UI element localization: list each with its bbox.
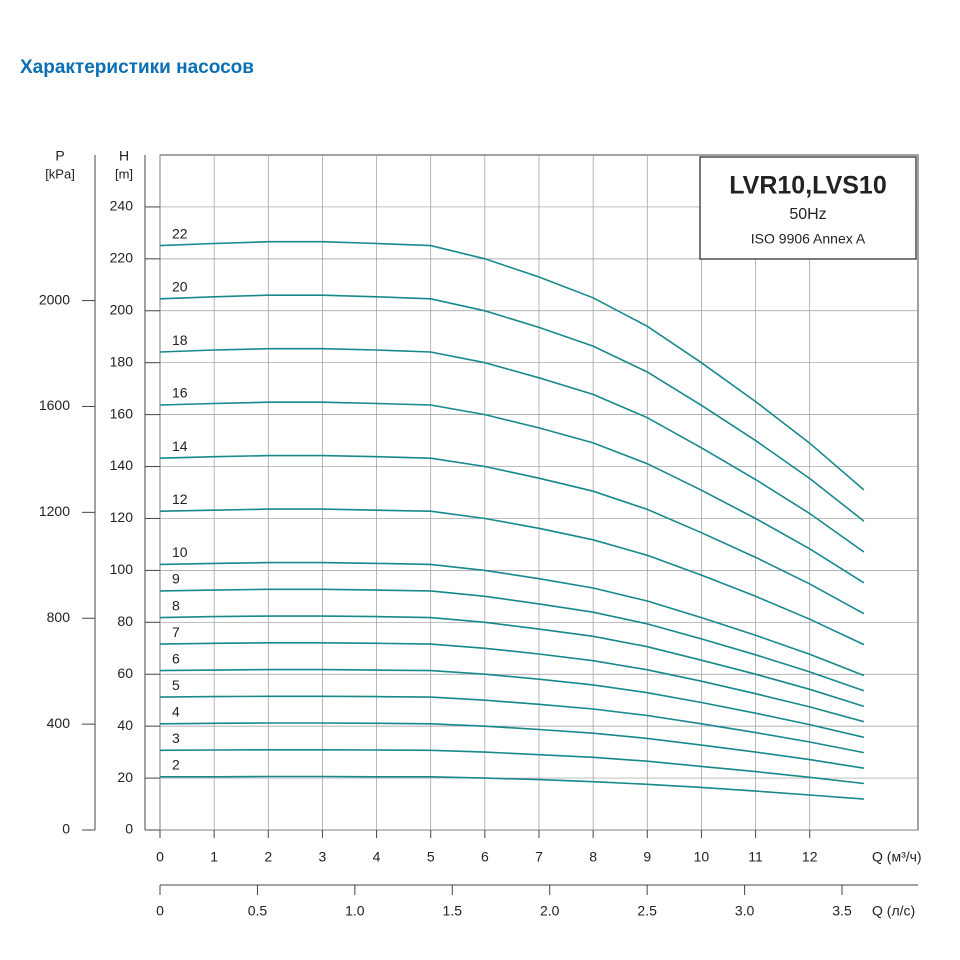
pump-curve xyxy=(159,561,865,677)
curve-label: 18 xyxy=(172,332,188,348)
curve-label: 5 xyxy=(172,677,180,693)
y-tick-label: 60 xyxy=(117,665,133,681)
pump-curve xyxy=(159,668,865,739)
y2-tick-label: 0 xyxy=(62,821,70,837)
y-tick-label: 220 xyxy=(110,250,134,266)
model-name: LVR10,LVS10 xyxy=(729,172,886,200)
pump-curve xyxy=(159,240,865,491)
x-tick-label: 1 xyxy=(210,849,218,865)
curve-label: 6 xyxy=(172,650,180,666)
pump-curve xyxy=(159,454,865,615)
pump-curve xyxy=(160,775,864,800)
y-axis-unit: [m] xyxy=(115,166,133,181)
y-tick-label: 80 xyxy=(117,613,133,629)
x-tick-label: 10 xyxy=(694,849,710,865)
curve-label: 3 xyxy=(172,730,180,746)
curve-label: 10 xyxy=(172,544,188,560)
y-tick-label: 120 xyxy=(110,509,134,525)
x2-tick-label: 0.5 xyxy=(248,903,268,919)
x-tick-label: 9 xyxy=(643,849,651,865)
pump-curve xyxy=(159,588,865,692)
x2-tick-label: 3.0 xyxy=(735,903,755,919)
model-box xyxy=(699,156,917,260)
y-tick-label: 240 xyxy=(110,198,134,214)
y2-tick-label: 2000 xyxy=(39,291,70,307)
curve-label: 7 xyxy=(172,624,180,640)
curve-label: 8 xyxy=(172,597,180,613)
x-tick-label: 0 xyxy=(156,849,164,865)
x2-tick-label: 2.5 xyxy=(637,903,657,919)
x2-axis-label: Q (л/с) xyxy=(872,903,915,919)
curve-label: 16 xyxy=(172,385,188,401)
pump-curve xyxy=(159,749,864,785)
x-tick-label: 3 xyxy=(319,849,327,865)
y2-tick-label: 1600 xyxy=(39,397,70,413)
frequency: 50Hz xyxy=(789,206,826,223)
pump-curve xyxy=(159,294,865,522)
y-tick-label: 180 xyxy=(110,353,134,369)
x2-tick-label: 3.5 xyxy=(832,903,852,919)
y-tick-label: 200 xyxy=(110,301,134,317)
curve-label: 22 xyxy=(172,225,188,241)
x-tick-label: 4 xyxy=(373,849,381,865)
y2-tick-label: 800 xyxy=(47,609,71,625)
curve-label: 14 xyxy=(172,438,188,454)
x-tick-label: 2 xyxy=(264,849,272,865)
pump-curve xyxy=(159,615,865,708)
x-tick-label: 6 xyxy=(481,849,489,865)
y2-axis-label: P xyxy=(55,148,64,164)
x-axis-label: Q (м³/ч) xyxy=(872,849,922,865)
x2-tick-label: 2.0 xyxy=(540,903,560,919)
y2-tick-label: 400 xyxy=(47,715,71,731)
curve-label: 20 xyxy=(172,279,188,295)
curve-label: 2 xyxy=(172,756,180,772)
x2-tick-label: 1.0 xyxy=(345,903,365,919)
y-tick-label: 20 xyxy=(117,769,133,785)
pump-curve xyxy=(159,347,865,553)
page-title: Характеристики насосов xyxy=(20,57,254,78)
x-tick-label: 11 xyxy=(748,849,763,865)
curve-label: 12 xyxy=(172,491,188,507)
curve-label: 4 xyxy=(172,704,180,720)
x-tick-label: 7 xyxy=(535,849,543,865)
curve-label: 9 xyxy=(172,571,180,587)
y-tick-label: 160 xyxy=(110,405,134,421)
pump-curve xyxy=(159,722,865,769)
pump-curve xyxy=(159,642,865,723)
pump-curve xyxy=(159,401,865,584)
y2-axis-unit: [kPa] xyxy=(45,166,75,181)
standard: ISO 9906 Annex A xyxy=(751,231,866,247)
pump-curve xyxy=(159,695,865,754)
x-tick-label: 5 xyxy=(427,849,435,865)
y-tick-label: 100 xyxy=(110,561,134,577)
x2-tick-label: 1.5 xyxy=(443,903,463,919)
y-tick-label: 40 xyxy=(117,717,133,733)
y-axis-label: H xyxy=(119,148,129,164)
y2-tick-label: 1200 xyxy=(39,503,70,519)
x-tick-label: 8 xyxy=(589,849,597,865)
y-tick-label: 140 xyxy=(110,457,134,473)
plot-area xyxy=(159,155,918,831)
x2-tick-label: 0 xyxy=(156,903,164,919)
pump-curve xyxy=(159,508,865,646)
x-tick-label: 12 xyxy=(802,849,818,865)
y-tick-label: 0 xyxy=(125,821,133,837)
